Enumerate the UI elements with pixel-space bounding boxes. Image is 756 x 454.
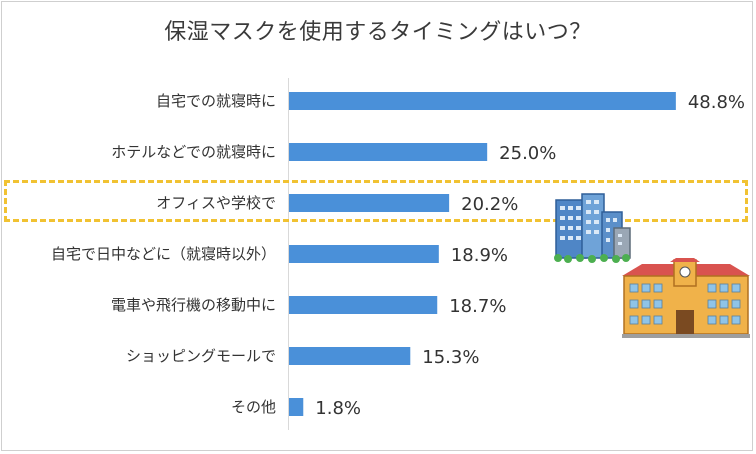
value-label: 20.2%: [461, 194, 518, 215]
bar: [289, 245, 439, 263]
bar: [289, 296, 438, 314]
bar: [289, 398, 304, 416]
office-buildings-icon: [554, 193, 631, 263]
value-label: 18.7%: [449, 296, 506, 317]
category-axis-line: [288, 78, 289, 430]
category-label: 電車や飛行機の移動中に: [111, 296, 276, 314]
category-label: ショッピングモールで: [126, 347, 276, 365]
value-label: 15.3%: [422, 347, 479, 368]
category-label: その他: [231, 398, 276, 416]
category-label: ホテルなどでの就寝時に: [111, 143, 276, 161]
bar: [289, 194, 450, 212]
bar: [289, 347, 411, 365]
category-label: 自宅で日中などに（就寝時以外）: [51, 245, 276, 263]
category-label: 自宅での就寝時に: [156, 92, 276, 110]
value-label: 25.0%: [499, 143, 556, 164]
school-building-icon: [622, 258, 750, 338]
bar: [289, 92, 676, 110]
value-label: 18.9%: [451, 245, 508, 266]
value-label: 1.8%: [315, 398, 361, 419]
highlight-box: [4, 180, 748, 222]
chart-title: 保湿マスクを使用するタイミングはいつ？: [164, 20, 592, 45]
bar: [289, 143, 488, 161]
value-label: 48.8%: [688, 92, 745, 113]
category-label: オフィスや学校で: [156, 194, 276, 212]
